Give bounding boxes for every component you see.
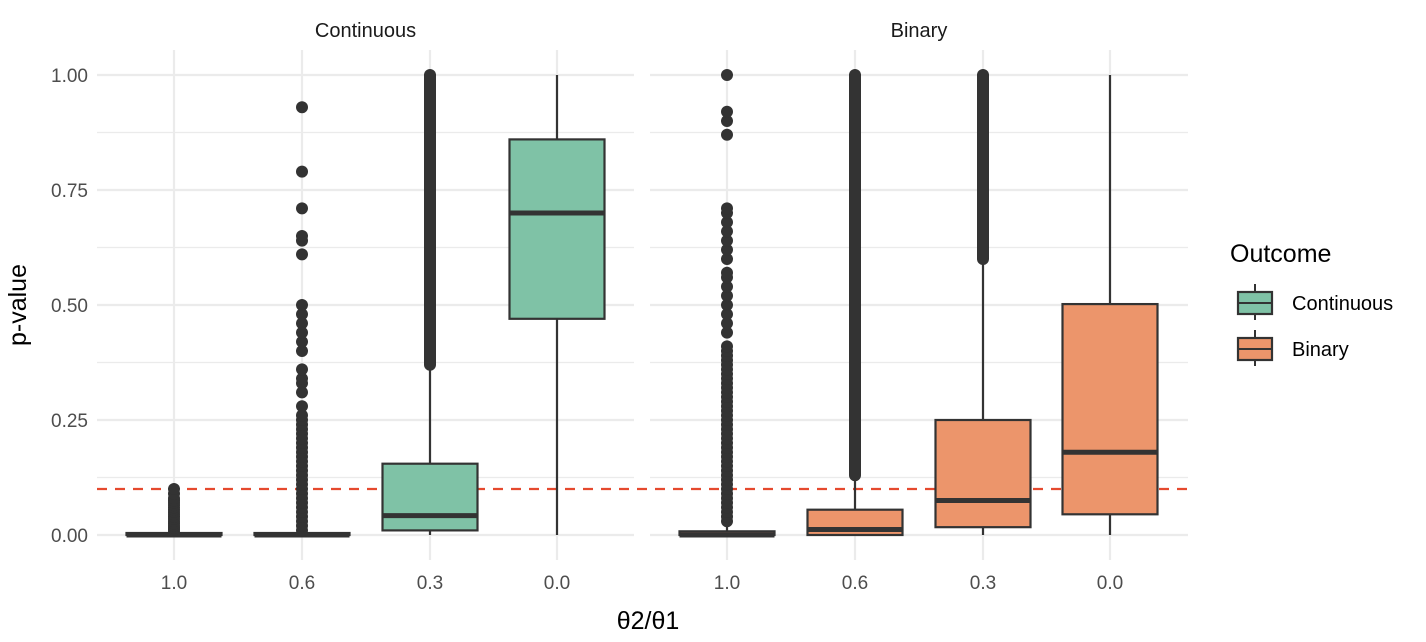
outlier-point xyxy=(721,326,733,339)
outlier-point xyxy=(721,308,733,321)
box-continuous-0.0 xyxy=(508,75,606,535)
box-continuous-0.3 xyxy=(381,69,479,535)
outlier-point xyxy=(296,386,308,399)
box-binary-0.3 xyxy=(934,69,1032,535)
outlier-point xyxy=(296,299,308,311)
box-binary-0.6 xyxy=(806,69,904,537)
outlier-point xyxy=(721,105,733,118)
outlier-point xyxy=(168,483,180,495)
y-tick-label: 0.75 xyxy=(51,181,88,202)
y-tick-label: 0.00 xyxy=(51,526,88,547)
legend-item-continuous: Continuous xyxy=(1236,284,1393,320)
x-tick-label: 1.0 xyxy=(714,573,740,594)
x-axis-title: θ2/θ1 xyxy=(617,607,680,635)
outlier-point xyxy=(721,266,733,279)
outlier-point xyxy=(296,165,308,178)
outlier-point xyxy=(296,317,308,330)
legend: Outcome Continuous Binary xyxy=(1230,240,1393,366)
outlier-point xyxy=(296,345,308,357)
outlier-point xyxy=(296,202,308,215)
outlier-point xyxy=(296,372,308,385)
outlier-band xyxy=(424,69,436,371)
box-continuous-0.6 xyxy=(253,101,351,538)
legend-label: Binary xyxy=(1292,339,1349,361)
outlier-point xyxy=(721,234,733,247)
outlier-band xyxy=(977,69,989,265)
box-continuous-1.0 xyxy=(125,483,223,538)
outlier-point xyxy=(721,289,733,302)
x-tick-label: 0.6 xyxy=(289,573,315,594)
outlier-point xyxy=(296,400,308,413)
outlier-point xyxy=(296,326,308,339)
legend-title: Outcome xyxy=(1230,240,1331,268)
box-body xyxy=(1061,302,1159,516)
facet-label-continuous: Continuous xyxy=(315,20,416,42)
outlier-point xyxy=(721,280,733,293)
x-tick-labels: 1.0 0.6 0.3 0.0 1.0 0.6 0.3 0.0 xyxy=(161,573,1123,594)
outlier-point xyxy=(721,299,733,311)
outlier-point xyxy=(296,335,308,348)
x-tick-label: 0.0 xyxy=(544,573,570,594)
y-tick-label: 0.50 xyxy=(51,296,88,317)
outlier-point xyxy=(296,248,308,261)
box-binary-0.0 xyxy=(1061,75,1159,535)
outlier-point xyxy=(721,225,733,238)
y-tick-label: 1.00 xyxy=(51,66,88,87)
x-tick-label: 1.0 xyxy=(161,573,187,594)
outlier-point xyxy=(721,69,733,81)
box-body xyxy=(934,418,1032,529)
x-tick-label: 0.6 xyxy=(842,573,868,594)
outlier-point xyxy=(721,128,733,141)
outlier-point xyxy=(296,363,308,376)
y-axis-title: p-value xyxy=(4,264,32,346)
x-tick-label: 0.3 xyxy=(970,573,996,594)
legend-item-binary: Binary xyxy=(1236,330,1349,366)
box-binary-1.0 xyxy=(678,69,776,538)
outlier-point xyxy=(296,409,308,422)
outlier-point xyxy=(721,115,733,127)
outlier-band xyxy=(849,69,861,482)
outlier-point xyxy=(721,253,733,265)
legend-label: Continuous xyxy=(1292,293,1393,315)
box-marks xyxy=(125,69,1159,538)
outlier-point xyxy=(721,243,733,256)
outlier-point xyxy=(721,216,733,229)
outlier-point xyxy=(296,101,308,114)
outlier-point xyxy=(721,317,733,330)
facet-label-binary: Binary xyxy=(891,20,948,42)
outlier-point xyxy=(296,230,308,242)
outlier-point xyxy=(296,308,308,321)
box-body xyxy=(508,138,606,320)
x-tick-label: 0.3 xyxy=(417,573,443,594)
outlier-point xyxy=(721,202,733,215)
y-tick-label: 0.25 xyxy=(51,411,88,432)
box-body xyxy=(381,462,479,532)
outlier-point xyxy=(721,340,733,353)
y-tick-labels: 0.00 0.25 0.50 0.75 1.00 xyxy=(51,66,88,547)
x-tick-label: 0.0 xyxy=(1097,573,1123,594)
